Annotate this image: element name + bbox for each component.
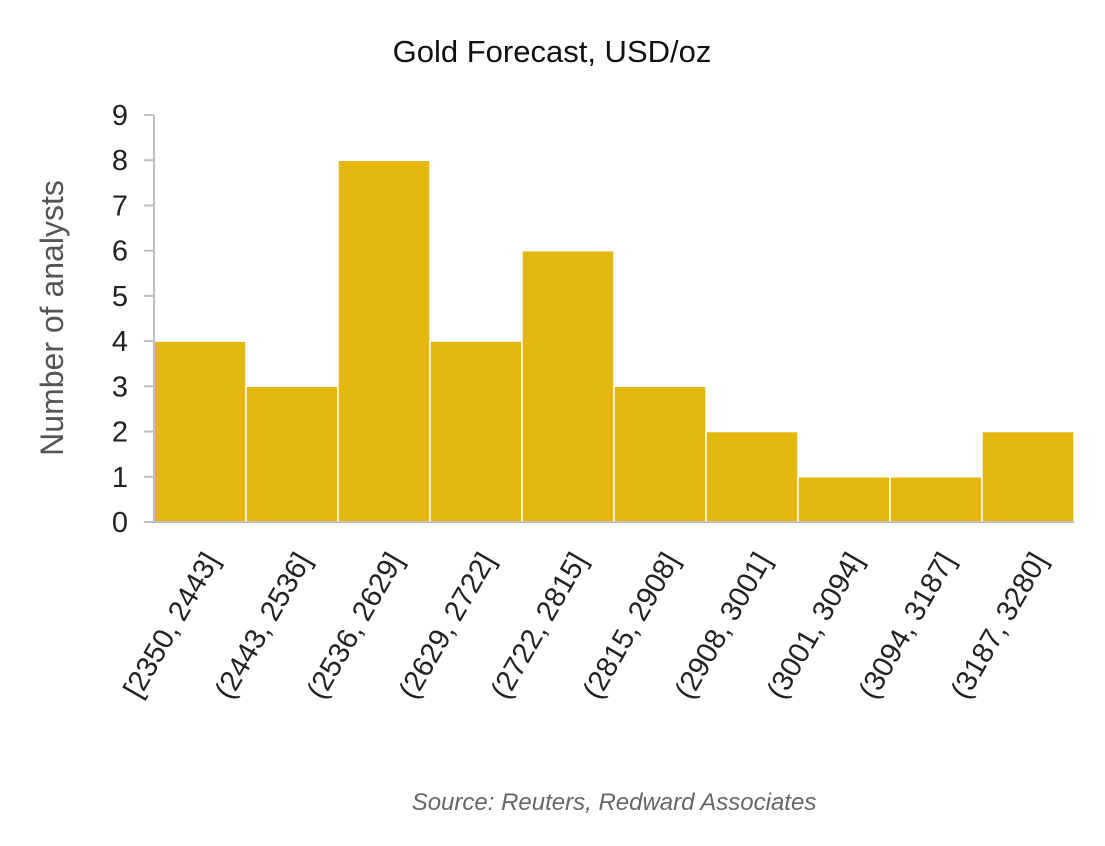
y-ticks-group: 0 1 2 3 4 5 6 7 8 9 — [112, 100, 154, 539]
bar-8 — [889, 476, 983, 523]
y-tick-label: 6 — [112, 236, 128, 268]
x-tick-labels-group: [2350, 2443](2443, 2536](2536, 2629](262… — [118, 548, 1054, 705]
bars-group — [153, 159, 1075, 523]
y-tick-label: 5 — [112, 281, 128, 313]
bar-7 — [797, 476, 891, 523]
bar-5 — [613, 385, 707, 523]
x-tick-label-4: (2722, 2815] — [485, 548, 594, 705]
chart-title: Gold Forecast, USD/oz — [393, 34, 712, 69]
y-tick-label: 1 — [112, 462, 128, 494]
bar-4 — [521, 249, 615, 523]
y-tick-label: 9 — [112, 100, 128, 132]
bar-3 — [429, 340, 523, 523]
bar-1 — [245, 385, 339, 523]
bar-0 — [153, 340, 247, 523]
x-tick-label-7: (3001, 3094] — [761, 548, 870, 705]
x-tick-label-0: [2350, 2443] — [118, 548, 226, 704]
x-tick-label-8: (3094, 3187] — [853, 548, 962, 705]
x-tick-label-5: (2815, 2908] — [577, 548, 686, 705]
x-tick-label-9: (3187, 3280] — [945, 548, 1054, 705]
y-tick-label: 2 — [112, 417, 128, 449]
bar-6 — [705, 430, 799, 523]
bar-2 — [337, 159, 431, 523]
source-note: Source: Reuters, Redward Associates — [412, 789, 817, 816]
y-tick-label: 7 — [112, 190, 128, 222]
bar-9 — [981, 430, 1075, 523]
x-tick-label-2: (2536, 2629] — [301, 548, 410, 705]
x-tick-label-1: (2443, 2536] — [209, 548, 318, 705]
y-tick-label: 4 — [112, 326, 128, 358]
x-tick-label-3: (2629, 2722] — [393, 548, 502, 705]
x-tick-label-6: (2908, 3001] — [669, 548, 778, 705]
y-tick-label: 3 — [112, 371, 128, 403]
y-axis-label: Number of analysts — [34, 180, 70, 456]
y-tick-label: 0 — [112, 507, 128, 539]
y-tick-label: 8 — [112, 145, 128, 177]
